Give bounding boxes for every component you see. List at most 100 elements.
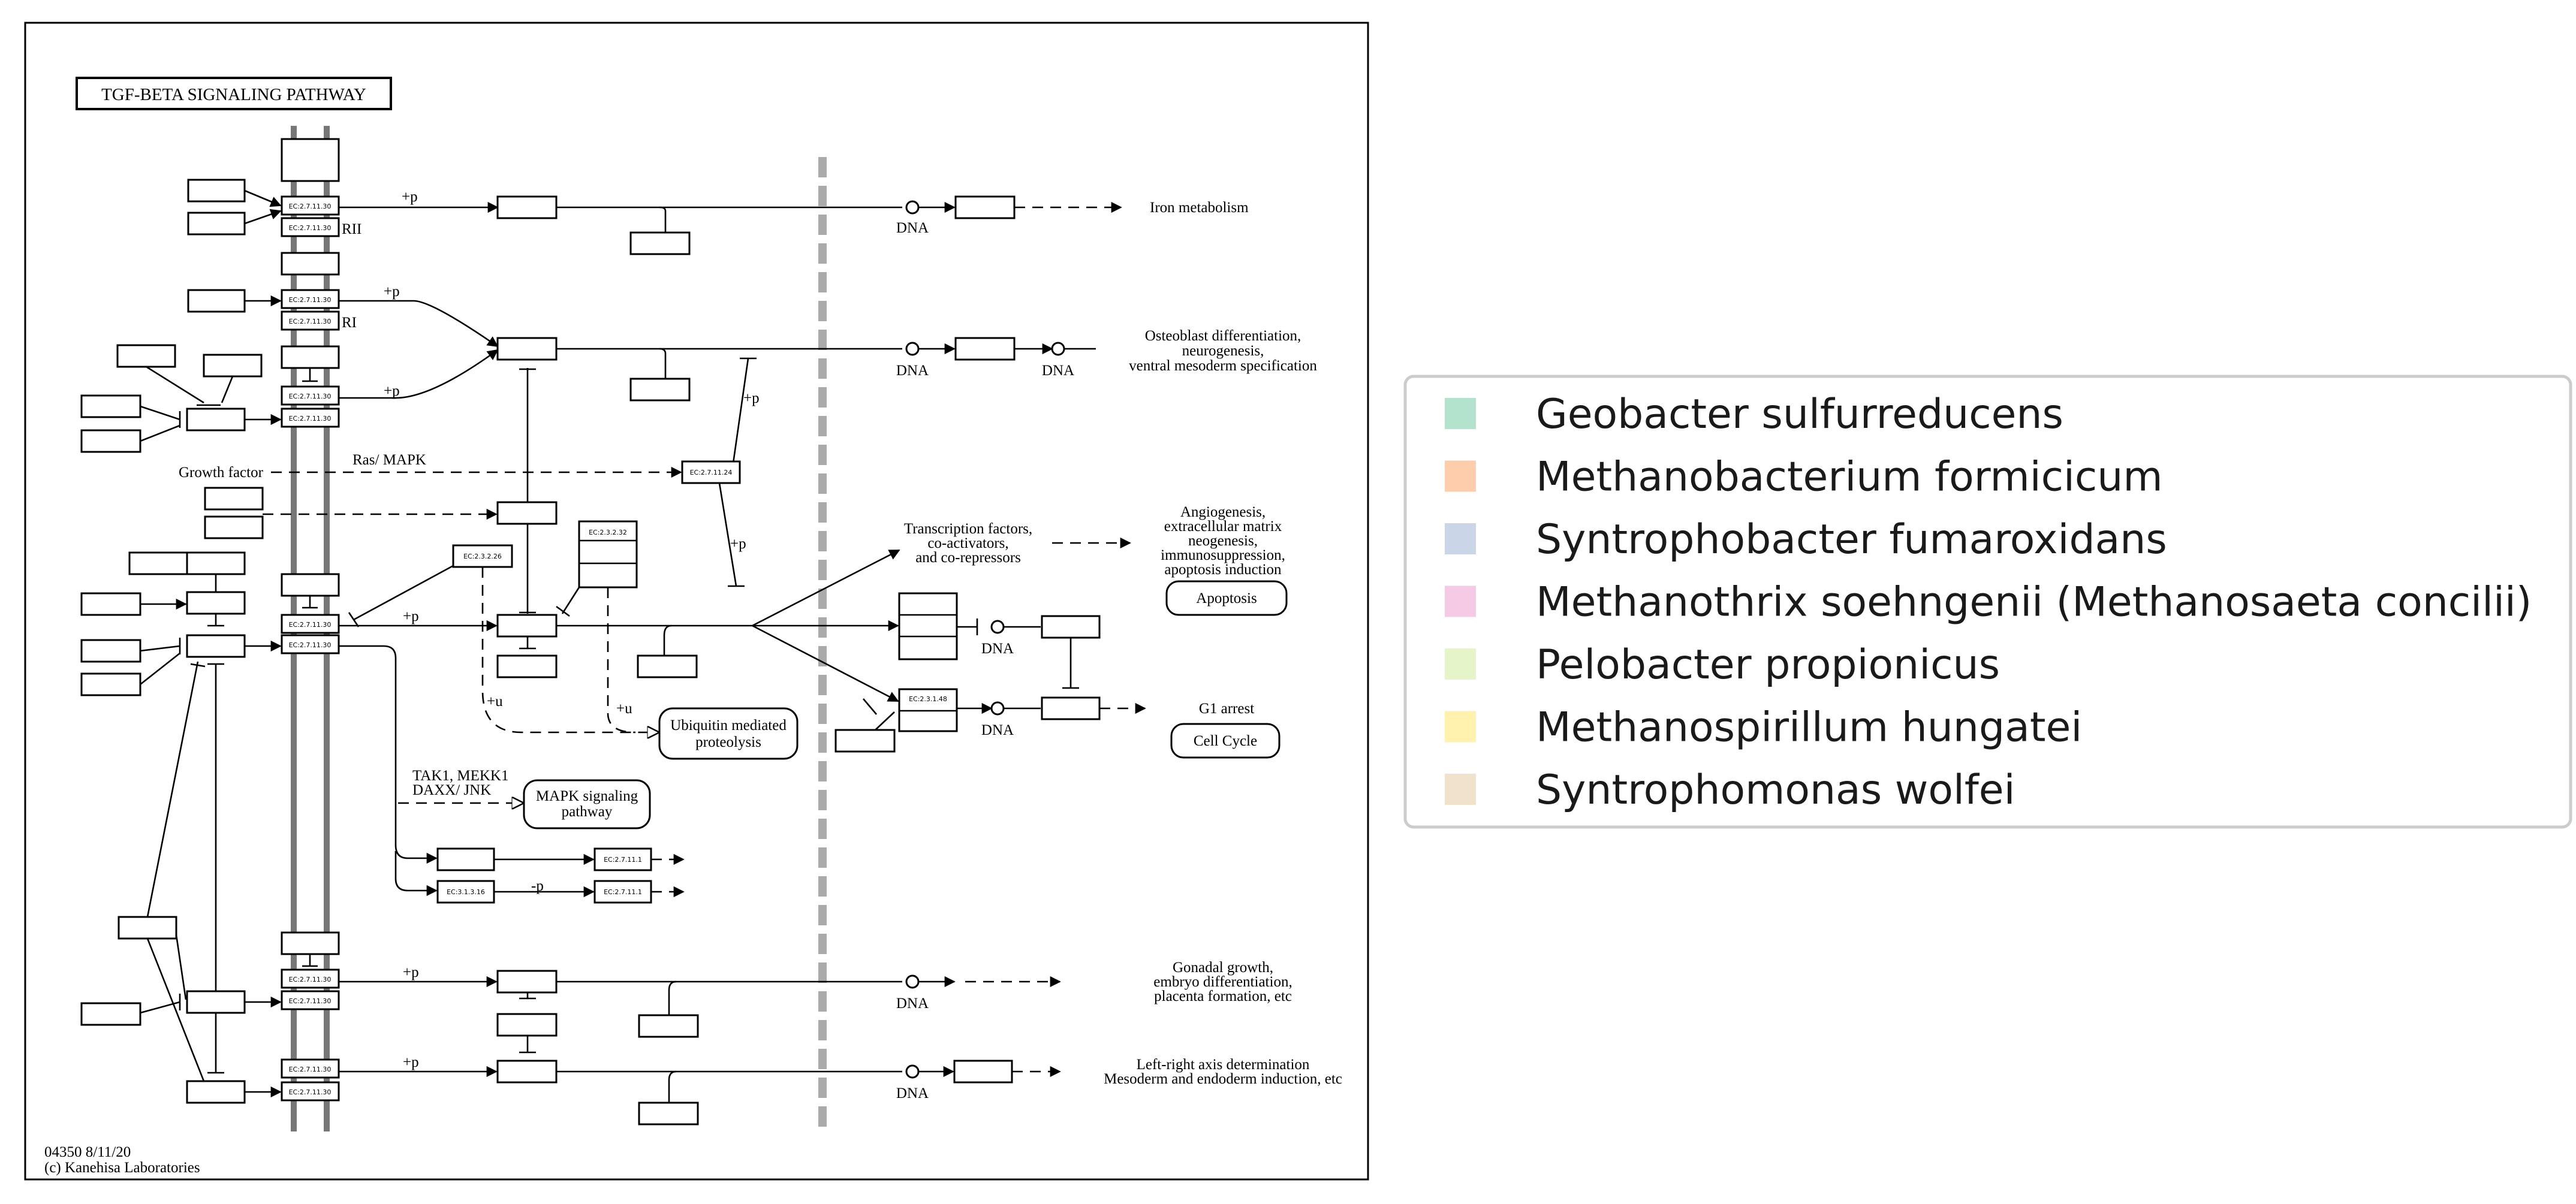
- tf-label: and co-repressors: [915, 550, 1021, 566]
- kinase-box: [281, 634, 340, 654]
- ubiquitin-pathway-link[interactable]: [658, 707, 799, 760]
- outcome-gonadal: embryo differentiation,: [1153, 974, 1292, 990]
- legend-swatch: [1445, 460, 1476, 492]
- outcome-angio: neogenesis,: [1188, 533, 1258, 549]
- legend-swatch: [1445, 523, 1476, 554]
- receptor-box: [281, 931, 340, 955]
- ligand-box: [187, 179, 246, 203]
- kinase-box: [281, 310, 340, 331]
- ec-label: EC:2.7.11.30: [289, 296, 332, 304]
- smad-box: [496, 501, 558, 525]
- dna-node: [905, 974, 920, 989]
- map-title: TGF-BETA SIGNALING PATHWAY: [101, 85, 366, 104]
- ec-label: EC:2.7.11.30: [289, 224, 332, 232]
- ec-label: EC:2.7.11.30: [289, 318, 332, 325]
- smad-box: [496, 195, 558, 219]
- tak1-label: DAXX/ JNK: [412, 782, 491, 798]
- smad-box: [496, 337, 558, 361]
- smurf-box: [452, 544, 513, 568]
- legend-label: Geobacter sulfurreducens: [1536, 391, 2063, 438]
- phospho-label: +p: [743, 390, 760, 406]
- apoptosis-pathway-link[interactable]: [1165, 580, 1288, 616]
- row-left-right-axis: EC:2.7.11.30 EC:2.7.11.30 +p DNA Left-ri…: [186, 1054, 1342, 1125]
- regulator-box: [186, 408, 246, 431]
- ubiquitination-label: +u: [616, 701, 632, 717]
- regulator-box: [186, 990, 246, 1014]
- erk-box: [681, 460, 741, 484]
- copyright: (c) Kanehisa Laboratories: [44, 1160, 200, 1176]
- growth-factor-label: Growth factor: [179, 464, 264, 481]
- target-gene-box: [953, 1060, 1013, 1084]
- ec-label: EC:2.7.11.30: [289, 1088, 332, 1096]
- outcome-osteo: neurogenesis,: [1182, 343, 1264, 359]
- smad-box: [496, 970, 558, 994]
- kinase-box: [281, 968, 340, 989]
- outcome-gonadal: placenta formation, etc: [1154, 988, 1292, 1004]
- cofactor-box: [629, 231, 691, 255]
- ec-label: EC:2.7.11.30: [289, 1066, 332, 1073]
- ligase-complex-box: [578, 520, 638, 589]
- ubiquitin-label: proteolysis: [695, 734, 761, 750]
- kegg-pathway-map: TGF-BETA SIGNALING PATHWAY EC:2.7.11.30 …: [24, 22, 1369, 1181]
- cell-cycle-pathway-link[interactable]: [1170, 723, 1281, 759]
- regulator-box: [128, 551, 189, 575]
- outcome-left-right: Mesoderm and endoderm induction, etc: [1104, 1071, 1342, 1087]
- map-frame: [24, 22, 1369, 1181]
- kinase-box: [281, 1081, 340, 1102]
- cell-cycle-label: Cell Cycle: [1194, 733, 1257, 749]
- kinase-box: [593, 880, 652, 904]
- phospho-label: +p: [384, 383, 400, 399]
- phospho-label: +p: [403, 1054, 419, 1070]
- row-growth-factor: Growth factor Ras/ MAPK EC:2.7.11.24 +p: [179, 368, 746, 587]
- mapk-label: MAPK signaling: [536, 788, 638, 804]
- row-iron-metabolism: EC:2.7.11.30 EC:2.7.11.30 RII +p DNA Iro…: [187, 138, 1249, 255]
- outcome-angio: immunosuppression,: [1161, 547, 1285, 563]
- phospho-label: +p: [403, 608, 419, 624]
- row-gonadal: EC:2.7.11.30 EC:2.7.11.30 +p DNA Gonadal…: [80, 661, 1292, 1082]
- tf-label: co-activators,: [927, 535, 1008, 551]
- receptor-box: [281, 345, 340, 369]
- tak1-label: TAK1, MEKK1: [412, 768, 509, 784]
- dephospho-label: -p: [531, 878, 544, 894]
- kinase-box: [281, 385, 340, 406]
- dna-label: DNA: [896, 220, 929, 236]
- ec-label: EC:3.1.3.16: [447, 888, 485, 896]
- row-tgf-beta: EC:2.7.11.30 EC:2.7.11.30 +p EC:2.3.2.26…: [80, 504, 1288, 760]
- ri-label: RI: [342, 315, 357, 331]
- receptor-box: [281, 252, 340, 276]
- outcome-left-right: Left-right axis determination: [1137, 1057, 1310, 1073]
- ligand-box: [204, 515, 264, 539]
- ras-mapk-label: Ras/ MAPK: [352, 452, 426, 468]
- ec-label: EC:2.7.11.30: [289, 621, 332, 629]
- regulator-box: [186, 1080, 246, 1104]
- kinase-box: [281, 1058, 340, 1079]
- kinase-box: [281, 217, 340, 237]
- regulator-box: [203, 354, 263, 378]
- outcome-angio: Angiogenesis,: [1180, 504, 1266, 520]
- tf-complex-box: [898, 592, 958, 660]
- regulator-box: [80, 639, 141, 663]
- kinase-box: [281, 289, 340, 309]
- mapk-pathway-link[interactable]: [523, 779, 651, 829]
- phospho-label: +p: [730, 536, 746, 552]
- dna-label: DNA: [896, 995, 929, 1012]
- legend-label: Methanothrix soehngenii (Methanosaeta co…: [1536, 579, 2532, 626]
- title-box: [76, 77, 392, 110]
- regulator-box: [80, 672, 141, 696]
- outcome-osteo: ventral mesoderm specification: [1129, 358, 1317, 374]
- regulator-box: [186, 634, 246, 658]
- legend-swatch: [1445, 586, 1476, 617]
- cofactor-box: [638, 1014, 699, 1038]
- row-osteoblast: EC:2.7.11.30 EC:2.7.11.30 RI +p DNA DNA …: [187, 252, 1317, 468]
- outcome-angio: apoptosis induction: [1164, 562, 1282, 578]
- dna-label: DNA: [1042, 363, 1074, 379]
- legend-label: Syntrophobacter fumaroxidans: [1536, 516, 2167, 563]
- target-gene-box: [954, 337, 1016, 361]
- row-bmp-receptor: EC:2.7.11.30 EC:2.7.11.30 +p: [80, 344, 499, 453]
- receptor-box: [281, 573, 340, 597]
- ec-label: EC:2.3.2.32: [589, 529, 627, 536]
- kinase-box: [281, 408, 340, 428]
- ec-label: EC:2.7.11.1: [604, 888, 642, 896]
- ligand-box: [187, 289, 246, 313]
